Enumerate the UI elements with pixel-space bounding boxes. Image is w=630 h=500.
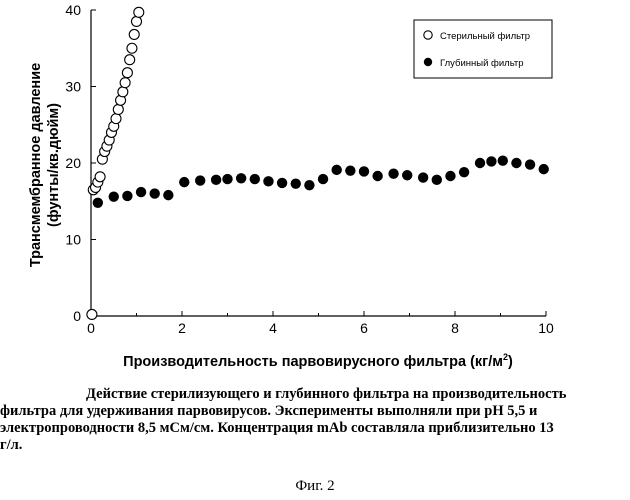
- data-point-depth: [524, 159, 536, 170]
- y-tick-label: 40: [65, 2, 81, 18]
- data-point-sterile: [117, 86, 129, 98]
- legend-label-depth: Глубинный фильтр: [440, 58, 524, 69]
- data-point-depth: [263, 176, 274, 187]
- legend-label-sterile: Стерильный фильтр: [440, 31, 530, 42]
- data-point-sterile: [112, 103, 124, 115]
- figure-caption: Действие стерилизующего и глубинного фил…: [0, 386, 630, 454]
- caption-line-4: г/л.: [0, 437, 23, 453]
- x-axis-label-main: Производительность парвовирусного фильтр…: [123, 354, 503, 370]
- x-tick-label: 0: [87, 320, 95, 336]
- chart: 0 2 4 6 8 10 0 10 20 30 40 Стерильный фильтр Глуби…: [28, 2, 554, 370]
- y-tick-label: 10: [65, 232, 81, 248]
- data-point-sterile: [110, 113, 122, 125]
- data-point-depth: [179, 176, 190, 188]
- data-point-sterile: [128, 28, 140, 41]
- data-point-depth: [331, 164, 342, 176]
- data-point-depth: [195, 175, 206, 186]
- data-point-depth: [417, 172, 429, 183]
- data-point-sterile: [121, 67, 133, 79]
- data-point-sterile: [86, 308, 98, 321]
- x-tick-label: 8: [451, 320, 459, 336]
- data-point-depth: [372, 170, 383, 182]
- caption-line-1: Действие стерилизующего и глубинного фил…: [86, 386, 567, 402]
- y-tick-label: 20: [65, 155, 81, 171]
- data-point-depth: [122, 190, 133, 202]
- legend-marker-sterile: [423, 30, 433, 40]
- data-point-depth: [222, 173, 233, 185]
- data-point-sterile: [124, 54, 136, 66]
- legend: Стерильный фильтр Глубинный фильтр: [413, 19, 553, 79]
- data-point-depth: [92, 197, 104, 208]
- caption-line-3: электропроводности 8,5 мСм/см. Концентра…: [0, 420, 554, 436]
- figure-label: Фиг. 2: [295, 478, 335, 494]
- data-point-depth: [149, 188, 160, 199]
- series-sterile-filter: [86, 6, 145, 321]
- x-tick-label: 2: [178, 320, 186, 336]
- data-point-depth: [290, 178, 301, 189]
- y-tick-label: 0: [73, 308, 81, 324]
- y-tick-label: 30: [65, 79, 81, 95]
- data-point-depth: [486, 156, 497, 167]
- data-point-depth: [345, 165, 356, 176]
- legend-box: [413, 19, 553, 79]
- data-point-depth: [388, 168, 399, 179]
- series-depth-filter: [92, 155, 549, 208]
- data-point-depth: [358, 166, 370, 177]
- data-point-depth: [474, 157, 486, 169]
- data-point-depth: [511, 157, 522, 169]
- data-point-depth: [249, 173, 260, 185]
- data-point-depth: [431, 174, 442, 186]
- x-axis-label: Производительность парвовирусного фильтр…: [123, 352, 513, 370]
- x-tick-label: 4: [269, 320, 277, 336]
- data-point-depth: [402, 170, 413, 181]
- data-point-sterile: [94, 171, 106, 183]
- data-point-depth: [317, 173, 329, 185]
- data-point-depth: [458, 166, 470, 178]
- data-point-depth: [135, 186, 147, 198]
- data-point-depth: [497, 155, 508, 166]
- data-point-sterile: [133, 6, 145, 18]
- legend-marker-depth: [423, 57, 433, 67]
- caption-line-2: фильтра для удерживания парвовирусов. Эк…: [0, 403, 538, 419]
- y-axis-label-line2: (фунты/кв.дюйм): [46, 103, 62, 227]
- data-point-sterile: [126, 42, 138, 54]
- x-tick-label: 6: [360, 320, 368, 336]
- data-point-depth: [108, 191, 119, 202]
- x-axis-label-sup: 2: [503, 352, 508, 362]
- data-point-depth: [163, 189, 174, 201]
- x-axis-label-end: ): [508, 354, 513, 370]
- data-point-depth: [538, 163, 549, 175]
- ticks: 0 2 4 6 8 10 0 10 20 30 40: [65, 2, 554, 336]
- y-axis-label-line1: Трансмембранное давление: [28, 63, 44, 267]
- data-point-sterile: [119, 77, 131, 89]
- data-point-depth: [445, 170, 456, 182]
- x-tick-label: 10: [538, 320, 554, 336]
- data-point-depth: [276, 177, 288, 189]
- data-point-sterile: [130, 15, 143, 28]
- data-point-depth: [235, 173, 247, 184]
- data-point-depth: [304, 179, 315, 191]
- data-point-depth: [210, 174, 222, 186]
